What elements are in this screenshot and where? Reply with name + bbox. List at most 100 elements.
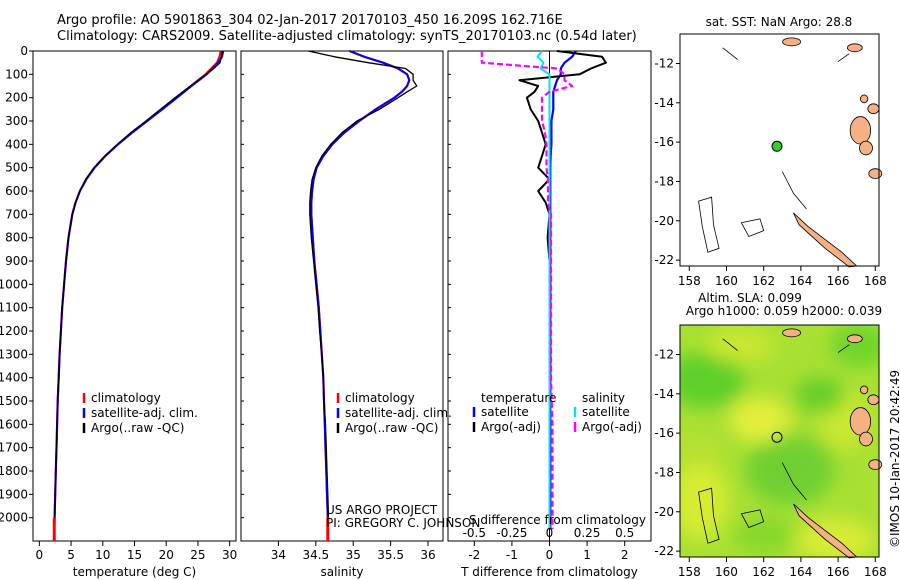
y-tick-label: 1100 xyxy=(0,301,28,315)
map-x-tick-label: 166 xyxy=(827,565,850,579)
x-tick-label-2: -1 xyxy=(506,548,518,562)
map-x-tick-label: 164 xyxy=(789,565,812,579)
y-tick-label: 1300 xyxy=(0,347,28,361)
reef-outline xyxy=(740,509,765,529)
map-x-tick-label: 160 xyxy=(715,274,738,288)
sla-blob xyxy=(705,327,775,363)
vanuatu-island xyxy=(846,334,863,344)
y-tick-label: 900 xyxy=(5,254,28,268)
map-y-tick-label: -20 xyxy=(654,505,674,519)
y-tick-label: 1500 xyxy=(0,394,28,408)
x-tick-label-0: 25 xyxy=(190,548,205,562)
y-tick-label: 1700 xyxy=(0,441,28,455)
sla-blob xyxy=(795,377,845,413)
map-y-tick-label: -12 xyxy=(654,56,674,70)
x-tick-label-0: 10 xyxy=(95,548,110,562)
reef-outline xyxy=(722,338,738,351)
argo-float-marker xyxy=(771,431,783,443)
map-sla-subtitle: Argo h1000: 0.059 h2000: 0.039 xyxy=(686,304,882,318)
x-tick-label-1: 35.5 xyxy=(377,548,404,562)
map-y-tick-label: -12 xyxy=(654,347,674,361)
map-frame-0 xyxy=(679,33,880,267)
vanuatu-island xyxy=(867,103,880,115)
top-tick-label: -0.25 xyxy=(496,526,527,540)
map-y-tick-label: -18 xyxy=(654,465,674,479)
new-caledonia xyxy=(793,212,858,268)
map-1 xyxy=(676,324,883,562)
map-sla-title: Altim. SLA: 0.099 xyxy=(698,291,802,305)
sla-blob xyxy=(730,398,790,442)
map-x-tick-label: 168 xyxy=(864,274,887,288)
reef-outline xyxy=(698,196,720,253)
sla-blob xyxy=(735,517,795,553)
diff-legend-salinity-heading: salinity xyxy=(582,391,625,405)
y-tick-label: 1800 xyxy=(0,464,28,478)
imos-stamp: ©IMOS 10-Jan-2017 20:42:49 xyxy=(888,369,900,548)
sla-blob xyxy=(745,435,835,505)
map-y-tick-label: -22 xyxy=(654,544,674,558)
map-x-tick-label: 164 xyxy=(789,274,812,288)
y-tick-label: 1600 xyxy=(0,417,28,431)
sla-blob xyxy=(680,432,722,468)
y-tick-label: 300 xyxy=(5,114,28,128)
series-temp-satellite xyxy=(53,50,225,530)
map-y-tick-label: -16 xyxy=(654,135,674,149)
map-x-tick-label: 162 xyxy=(752,274,775,288)
panel-frame-1 xyxy=(240,50,444,542)
reef-outline xyxy=(837,344,850,353)
reef-outline xyxy=(781,171,807,210)
x-tick-label-1: 34 xyxy=(271,548,286,562)
diff-legend-sal-label-1: Argo(-adj) xyxy=(582,420,642,434)
map-0 xyxy=(676,33,883,271)
y-tick-label: 100 xyxy=(5,67,28,81)
vanuatu-island xyxy=(860,94,869,104)
x-tick-label-2: 2 xyxy=(621,548,629,562)
map-y-tick-label: -18 xyxy=(654,174,674,188)
y-tick-label: 1200 xyxy=(0,324,28,338)
top-axis-label: S difference from climatology xyxy=(469,513,646,527)
vanuatu-island xyxy=(849,116,872,145)
vanuatu-island xyxy=(867,394,880,406)
sal-legend-label-2: Argo(..raw -QC) xyxy=(345,421,438,435)
y-tick-label: 0 xyxy=(20,44,28,58)
y-tick-label: 800 xyxy=(5,231,28,245)
x-tick-label-1: 34.5 xyxy=(302,548,329,562)
temp-legend-label-0: climatology xyxy=(91,391,161,405)
diff-legend-sal-label-0: satellite xyxy=(582,405,630,419)
y-tick-label: 400 xyxy=(5,137,28,151)
series-sal-argo xyxy=(308,50,418,518)
sla-blob xyxy=(830,325,879,367)
y-tick-label: 1900 xyxy=(0,487,28,501)
map-x-tick-label: 158 xyxy=(678,565,701,579)
reef-outline xyxy=(740,218,765,238)
map-y-tick-label: -14 xyxy=(654,387,674,401)
x-tick-label-0: 30 xyxy=(222,548,237,562)
sal-legend-label-1: satellite-adj. clim. xyxy=(345,406,452,420)
map-x-tick-label: 162 xyxy=(752,565,775,579)
x-tick-label-2: 1 xyxy=(583,548,591,562)
map-y-tick-label: -16 xyxy=(654,426,674,440)
map-x-tick-label: 160 xyxy=(715,565,738,579)
vanuatu-island xyxy=(868,168,883,179)
series-tdiff-argo xyxy=(518,50,607,530)
map-x-tick-label: 168 xyxy=(864,565,887,579)
reef-outline xyxy=(722,47,738,60)
vanuatu-island xyxy=(868,459,883,470)
series-sdiff-argo xyxy=(480,51,574,530)
diff-legend-temperature-heading: temperature xyxy=(481,391,556,405)
sla-blob xyxy=(680,460,728,540)
reef-outline xyxy=(698,487,720,544)
credit-project: US ARGO PROJECT xyxy=(326,503,438,517)
argo-float-marker xyxy=(771,140,783,152)
y-tick-label: 600 xyxy=(5,184,28,198)
top-tick-label: 0.5 xyxy=(615,526,634,540)
temp-legend-label-2: Argo(..raw -QC) xyxy=(91,421,184,435)
top-tick-label: 0 xyxy=(546,526,554,540)
header-line-2: Climatology: CARS2009. Satellite-adjuste… xyxy=(57,29,637,44)
y-tick-label: 700 xyxy=(5,207,28,221)
x-tick-label-1: 36 xyxy=(420,548,435,562)
diff-legend-temp-label-0: satellite xyxy=(481,405,529,419)
reef-outline xyxy=(781,462,807,501)
